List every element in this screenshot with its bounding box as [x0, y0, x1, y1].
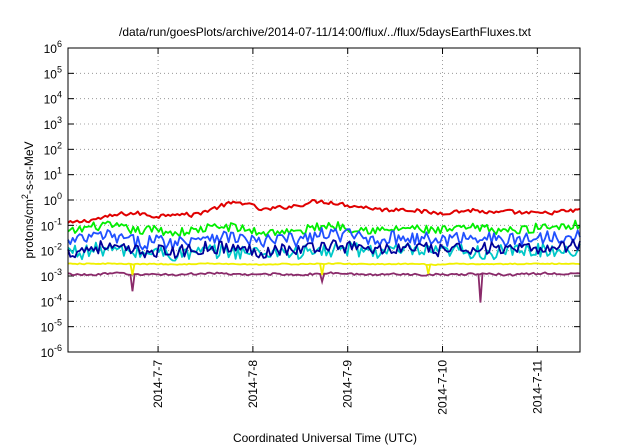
y-tick-base: 10 — [44, 143, 58, 157]
y-tick-label: 10-3 — [41, 267, 62, 284]
y-tick-exp: -1 — [54, 216, 62, 226]
svg-text:protons/cm2-s-sr-MeV: protons/cm2-s-sr-MeV — [20, 141, 36, 258]
y-tick-exp: -6 — [54, 343, 62, 353]
y-tick-exp: 3 — [57, 115, 62, 125]
y-tick-exp: 0 — [57, 191, 62, 201]
y-tick-base: 10 — [41, 219, 55, 233]
y-tick-label: 100 — [44, 191, 62, 208]
series-line — [67, 226, 581, 251]
y-axis-label-pre: protons/cm — [22, 199, 36, 258]
y-tick-base: 10 — [44, 194, 58, 208]
x-tick-label: 2014-7-7 — [151, 360, 165, 408]
y-tick-exp: -3 — [54, 267, 62, 277]
y-tick-base: 10 — [41, 321, 55, 335]
y-tick-label: 101 — [44, 166, 62, 183]
y-axis-label-sup: 2 — [20, 194, 30, 199]
series-line — [67, 219, 581, 238]
y-axis-label-post: -s-sr-MeV — [22, 141, 36, 194]
y-tick-base: 10 — [44, 169, 58, 183]
series-group — [67, 199, 581, 303]
y-tick-label: 10-6 — [41, 343, 62, 360]
series-dip — [477, 273, 484, 303]
series-dip — [319, 273, 325, 286]
y-tick-label: 103 — [44, 115, 62, 132]
x-ticks: 2014-7-7 2014-7-8 2014-7-9 2014-7-10 2014-7-… — [151, 48, 544, 415]
y-tick-label: 10-4 — [41, 292, 62, 309]
y-tick-base: 10 — [44, 42, 58, 56]
x-axis-label: Coordinated Universal Time (UTC) — [233, 431, 417, 445]
y-axis-label: protons/cm2-s-sr-MeV — [20, 141, 36, 258]
series-dip — [425, 264, 432, 275]
y-tick-label: 10-1 — [41, 216, 62, 233]
y-tick-base: 10 — [41, 270, 55, 284]
y-tick-base: 10 — [41, 245, 55, 259]
y-tick-exp: -5 — [54, 318, 62, 328]
y-tick-exp: 4 — [57, 90, 62, 100]
plot-frame — [67, 47, 581, 353]
y-tick-exp: 5 — [57, 64, 62, 74]
series-dip — [129, 264, 136, 276]
y-tick-label: 10-2 — [41, 242, 62, 259]
y-tick-base: 10 — [44, 67, 58, 81]
series-line — [67, 271, 581, 277]
y-tick-exp: 2 — [57, 140, 62, 150]
y-tick-exp: -2 — [54, 242, 62, 252]
y-tick-exp: 6 — [57, 39, 62, 49]
y-tick-base: 10 — [41, 295, 55, 309]
y-tick-base: 10 — [44, 93, 58, 107]
y-tick-label: 10-5 — [41, 318, 62, 335]
y-tick-label: 106 — [44, 39, 62, 56]
y-tick-exp: 1 — [57, 166, 62, 176]
grid — [68, 48, 580, 352]
y-ticks: 10610510410310210110010-110-210-310-410-… — [41, 39, 580, 360]
series-dip — [129, 274, 136, 292]
y-tick-label: 104 — [44, 90, 62, 107]
series-line — [67, 238, 581, 259]
series-dip — [319, 263, 325, 276]
x-tick-label: 2014-7-9 — [341, 360, 355, 408]
y-tick-label: 105 — [44, 64, 62, 81]
chart-title: /data/run/goesPlots/archive/2014-07-11/1… — [119, 25, 532, 39]
series-line — [67, 199, 581, 224]
y-tick-label: 102 — [44, 140, 62, 157]
x-tick-label: 2014-7-10 — [436, 360, 450, 415]
y-tick-base: 10 — [41, 346, 55, 360]
x-tick-label: 2014-7-11 — [530, 360, 544, 414]
y-tick-base: 10 — [44, 118, 58, 132]
x-tick-label: 2014-7-8 — [246, 360, 260, 408]
y-tick-exp: -4 — [54, 292, 62, 302]
